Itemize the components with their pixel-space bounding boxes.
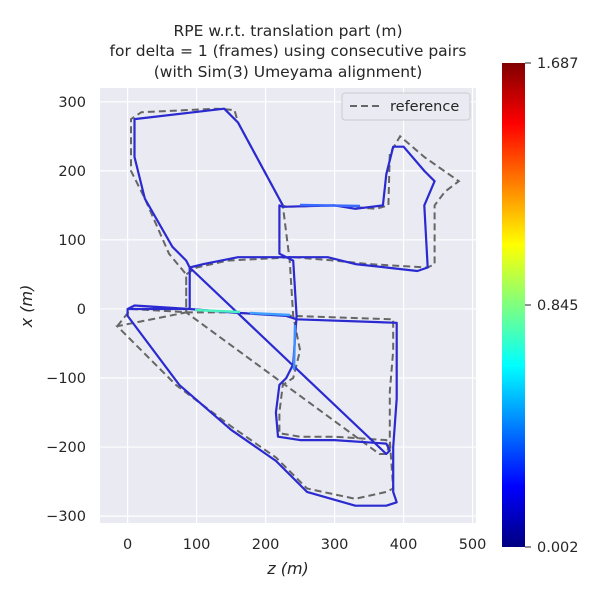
chart-title-line-2: for delta = 1 (frames) using consecutive… [110,42,467,60]
error-highlight-segment-4 [299,203,361,208]
y-tick-label: 0 [77,302,86,318]
plot-area [100,88,476,523]
x-tick-label: 0 [123,537,132,553]
y-axis-label: x (m) [17,285,36,329]
y-tick-label: 100 [58,233,86,249]
y-tick-label: −100 [46,371,86,387]
x-tick-label: 100 [183,537,211,553]
reference-trajectory [115,107,461,500]
x-tick-label: 400 [390,537,418,553]
legend-reference-label: reference [390,99,459,115]
chart-title-line-3: (with Sim(3) Umeyama alignment) [154,63,423,81]
colorbar-label-max: 1.687 [537,56,579,72]
colorbar-label-min: 0.002 [537,540,579,556]
x-tick-label: 300 [321,537,349,553]
legend-box [341,92,471,121]
y-tick-label: −200 [46,440,86,456]
error-highlight-segment-2 [249,311,291,317]
tick-labels: 0 100 200 300 400 500 −300 −200 −100 0 100 200 300 [46,95,486,553]
colorbar [502,63,525,547]
colorbar-label-mid: 0.845 [537,298,579,314]
x-tick-label: 500 [459,537,487,553]
y-tick-label: 200 [58,164,86,180]
error-highlight-segment-1 [194,308,241,314]
error-highlight-segment-3 [292,324,297,371]
chart-title-line-1: RPE w.r.t. translation part (m) [173,22,402,40]
x-axis-label: z (m) [266,559,309,578]
estimated-trajectory [126,107,436,507]
y-tick-label: 300 [58,95,86,111]
legend: reference [341,92,471,121]
x-tick-label: 200 [252,537,280,553]
y-tick-label: −300 [46,509,86,525]
